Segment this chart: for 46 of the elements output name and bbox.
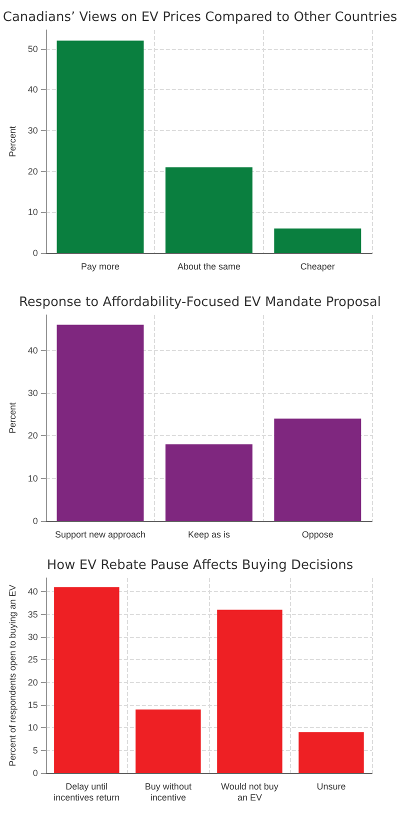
y-axis-title: Percent (8, 126, 18, 158)
y-axis-title: Percent (8, 402, 18, 434)
x-tick-label: Cheaper (300, 262, 335, 272)
bar (165, 444, 252, 521)
y-tick-label: 10 (28, 473, 38, 484)
y-axis-title: Percent of respondents open to buying an EV (8, 584, 18, 766)
x-tick-label: Delay until incentives return (54, 782, 120, 802)
y-tick-label: 20 (28, 677, 38, 688)
y-tick-label: 30 (28, 632, 38, 642)
y-tick-label: 10 (28, 207, 38, 218)
y-tick-label: 15 (28, 700, 38, 710)
y-tick-label: 40 (28, 84, 38, 95)
x-tick-label: Keep as is (188, 530, 230, 540)
y-tick-label: 0 (32, 516, 38, 526)
bar (274, 418, 362, 521)
y-tick-label: 40 (28, 345, 38, 356)
y-tick-label: 30 (28, 125, 38, 136)
bar (165, 167, 252, 253)
y-tick-label: 5 (32, 745, 38, 756)
y-tick-label: 20 (28, 430, 38, 441)
bar (274, 228, 362, 253)
y-tick-label: 25 (28, 654, 38, 665)
y-tick-label: 40 (28, 586, 38, 597)
y-tick-label: 30 (28, 388, 38, 398)
x-tick-label: Support new approach (54, 530, 146, 540)
y-tick-label: 0 (32, 768, 38, 778)
y-tick-label: 0 (32, 248, 38, 258)
x-tick-label: Would not buy an EV (221, 782, 279, 802)
bar (54, 587, 120, 773)
chart-title: Response to Affordability-Focused EV Mandate Proposal (18, 295, 382, 310)
y-tick-label: 10 (28, 722, 38, 733)
chart-title: How EV Rebate Pause Affects Buying Decisions (46, 558, 354, 573)
bar (56, 324, 144, 521)
chart-title: Canadians’ Views on EV Prices Compared to Other Countries (2, 10, 398, 25)
bar (56, 40, 144, 253)
x-tick-label: Buy without incentive (144, 782, 192, 802)
x-tick-label: Pay more (81, 262, 120, 272)
bar (136, 710, 201, 773)
y-tick-label: 20 (28, 166, 38, 176)
bar (298, 732, 364, 773)
bar (217, 610, 282, 773)
x-tick-label: Oppose (302, 530, 334, 540)
y-tick-label: 35 (28, 609, 38, 620)
y-tick-label: 50 (28, 44, 38, 54)
x-tick-label: Unsure (316, 782, 346, 792)
x-tick-label: About the same (177, 262, 240, 272)
